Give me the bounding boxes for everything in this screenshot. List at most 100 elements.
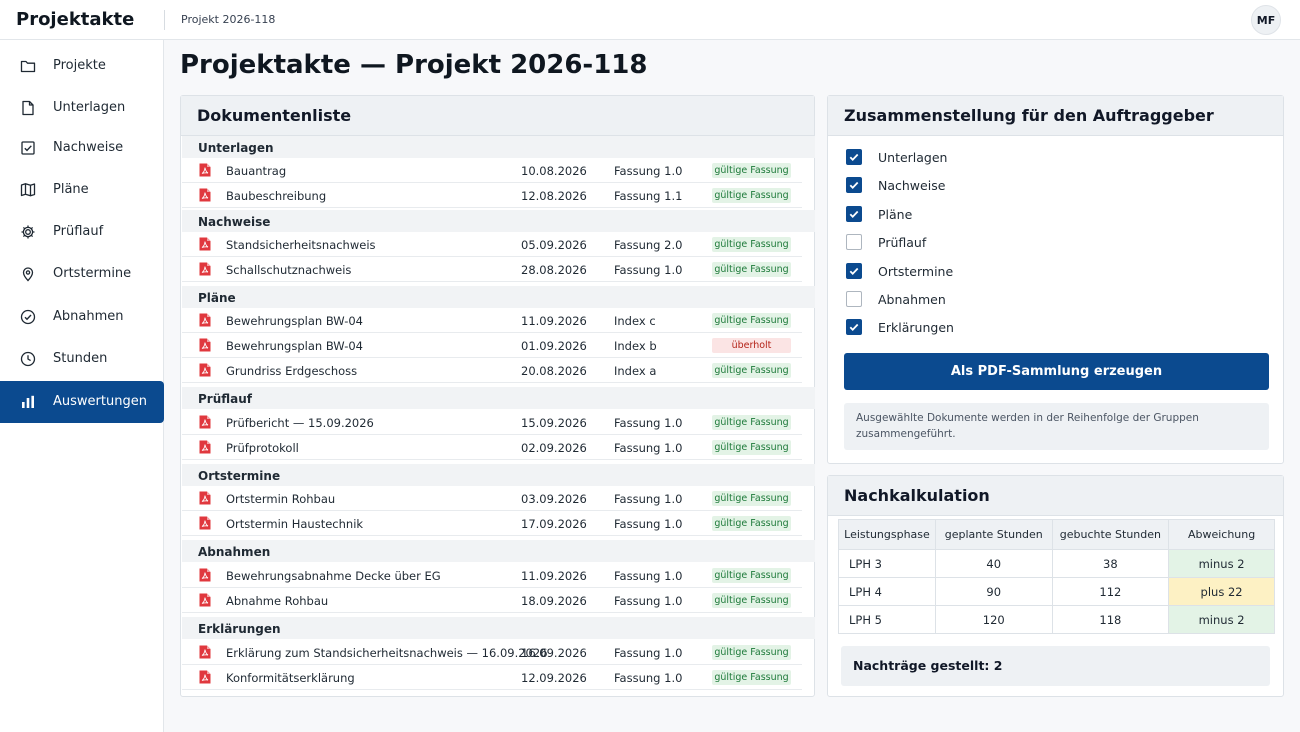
compile-option[interactable]: Abnahmen [846, 289, 946, 309]
document-row[interactable]: Prüfbericht — 15.09.2026 15.09.2026 Fassun… [182, 410, 802, 435]
checkbox-label: Nachweise [878, 177, 946, 193]
document-version: Fassung 1.0 [614, 416, 683, 430]
document-row[interactable]: Standsicherheitsnachweis 05.09.2026 Fassun… [182, 232, 802, 257]
check-circle-icon [20, 309, 36, 325]
document-name[interactable]: Erklärung zum Standsicherheitsnachweis —… [226, 646, 548, 660]
document-name[interactable]: Prüfbericht — 15.09.2026 [226, 416, 374, 430]
document-row[interactable]: Bewehrungsabnahme Decke über EG 11.09.202… [182, 563, 802, 588]
folder-icon [20, 60, 36, 73]
document-date: 10.08.2026 [521, 164, 587, 178]
document-row[interactable]: Grundriss Erdgeschoss 20.08.2026 Index a gü… [182, 358, 802, 383]
document-version: Fassung 2.0 [614, 238, 683, 252]
document-version: Fassung 1.0 [614, 517, 683, 531]
document-name[interactable]: Bewehrungsplan BW-04 [226, 314, 363, 328]
table-header-row: Leistungsphase geplante Stunden gebuchte… [838, 519, 1275, 550]
status-badge: gültige Fassung [712, 516, 791, 531]
document-row[interactable]: Prüfprotokoll 02.09.2026 Fassung 1.0 gültig… [182, 435, 802, 460]
sidebar-item-stunden[interactable]: Stunden [0, 338, 164, 380]
pdf-icon [199, 163, 211, 177]
group-header: Prüflauf [182, 387, 815, 409]
document-name[interactable]: Bewehrungsabnahme Decke über EG [226, 569, 441, 583]
document-row[interactable]: Bewehrungsplan BW-04 11.09.2026 Index c gül… [182, 308, 802, 333]
sidebar-item-plaene[interactable]: Pläne [0, 169, 164, 211]
checkbox[interactable] [846, 149, 862, 165]
document-version: Index c [614, 314, 656, 328]
document-row[interactable]: Ortstermin Rohbau 03.09.2026 Fassung 1.0 gü… [182, 486, 802, 511]
compile-option[interactable]: Erklärungen [846, 317, 954, 337]
pdf-icon [199, 593, 211, 607]
sidebar-item-unterlagen[interactable]: Unterlagen [0, 87, 164, 129]
top-bar: Projektakte Projekt 2026-118 MF [0, 0, 1300, 40]
page-title: Projektakte — Projekt 2026-118 [180, 50, 648, 80]
sidebar-item-nachweise[interactable]: Nachweise [0, 127, 164, 169]
document-name[interactable]: Prüfprotokoll [226, 441, 299, 455]
document-row[interactable]: Baubeschreibung 12.08.2026 Fassung 1.1 gült… [182, 183, 802, 208]
document-name[interactable]: Bewehrungsplan BW-04 [226, 339, 363, 353]
compile-option[interactable]: Nachweise [846, 175, 945, 195]
document-row[interactable]: Erklärung zum Standsicherheitsnachweis —… [182, 640, 802, 665]
checkbox[interactable] [846, 263, 862, 279]
sidebar-item-auswertungen[interactable]: Auswertungen [0, 381, 164, 423]
document-date: 18.09.2026 [521, 594, 587, 608]
planned-hours-cell: 120 [934, 605, 1053, 634]
document-date: 11.09.2026 [521, 314, 587, 328]
document-row[interactable]: Bewehrungsplan BW-04 01.09.2026 Index b übe… [182, 333, 802, 358]
pdf-icon [199, 491, 211, 505]
checkmark-icon [849, 181, 859, 189]
checkbox-label: Erklärungen [878, 319, 954, 335]
sidebar-item-abnahmen[interactable]: Abnahmen [0, 296, 164, 338]
document-row[interactable]: Ortstermin Haustechnik 17.09.2026 Fassung … [182, 511, 802, 536]
sidebar-item-label: Ortstermine [53, 266, 132, 281]
document-name[interactable]: Grundriss Erdgeschoss [226, 364, 358, 378]
checkbox-label: Pläne [878, 206, 913, 222]
document-version: Fassung 1.0 [614, 492, 683, 506]
checkmark-icon [849, 323, 859, 331]
checkbox[interactable] [846, 177, 862, 193]
sidebar-item-prueflauf[interactable]: Prüflauf [0, 211, 164, 253]
checkbox[interactable] [846, 319, 862, 335]
deviation-cell: minus 2 [1168, 605, 1275, 634]
document-date: 17.09.2026 [521, 517, 587, 531]
document-date: 16.09.2026 [521, 646, 587, 660]
document-date: 28.08.2026 [521, 263, 587, 277]
compile-option[interactable]: Pläne [846, 204, 912, 224]
sidebar-item-projekte[interactable]: Projekte [0, 45, 164, 87]
document-name[interactable]: Ortstermin Haustechnik [226, 517, 364, 531]
document-name[interactable]: Konformitätserklärung [226, 671, 355, 685]
app-title[interactable]: Projektakte [16, 9, 135, 30]
document-name[interactable]: Abnahme Rohbau [226, 594, 329, 608]
document-row[interactable]: Bauantrag 10.08.2026 Fassung 1.0 gültige Fa… [182, 158, 802, 183]
sidebar: Projekte Unterlagen Nachweise Pläne Prüf… [0, 40, 164, 732]
compilation-title: Zusammenstellung für den Auftraggeber [828, 96, 1283, 136]
document-name[interactable]: Baubeschreibung [226, 189, 327, 203]
user-avatar[interactable]: MF [1251, 5, 1281, 35]
sidebar-item-ortstermine[interactable]: Ortstermine [0, 253, 164, 295]
gear-icon [21, 225, 35, 239]
document-name[interactable]: Bauantrag [226, 164, 287, 178]
document-name[interactable]: Standsicherheitsnachweis [226, 238, 376, 252]
document-name[interactable]: Ortstermin Rohbau [226, 492, 336, 506]
compile-option[interactable]: Prüflauf [846, 232, 926, 252]
document-date: 20.08.2026 [521, 364, 587, 378]
compile-option[interactable]: Ortstermine [846, 261, 953, 281]
document-list-panel: Dokumentenliste Unterlagen Bauantrag 10.08… [180, 95, 815, 697]
checkbox-label: Unterlagen [878, 149, 948, 165]
checkbox[interactable] [846, 291, 862, 307]
document-date: 12.09.2026 [521, 671, 587, 685]
change-orders-summary: Nachträge gestellt: 2 [841, 646, 1270, 686]
document-version: Fassung 1.0 [614, 263, 683, 277]
group-header: Nachweise [182, 210, 815, 232]
compile-option[interactable]: Unterlagen [846, 147, 947, 167]
status-badge: gültige Fassung [712, 313, 791, 328]
document-name[interactable]: Schallschutznachweis [226, 263, 352, 277]
breadcrumb[interactable]: Projekt 2026-118 [181, 13, 276, 26]
document-version: Fassung 1.0 [614, 671, 683, 685]
document-row[interactable]: Abnahme Rohbau 18.09.2026 Fassung 1.0 gülti… [182, 588, 802, 613]
create-pdf-collection-button[interactable]: Als PDF-Sammlung erzeugen [844, 353, 1269, 390]
booked-hours-cell: 118 [1051, 605, 1170, 634]
checkbox[interactable] [846, 206, 862, 222]
document-row[interactable]: Konformitätserklärung 12.09.2026 Fassung 1… [182, 665, 802, 690]
document-version: Fassung 1.0 [614, 441, 683, 455]
document-row[interactable]: Schallschutznachweis 28.08.2026 Fassung 1.… [182, 257, 802, 282]
checkbox[interactable] [846, 234, 862, 250]
